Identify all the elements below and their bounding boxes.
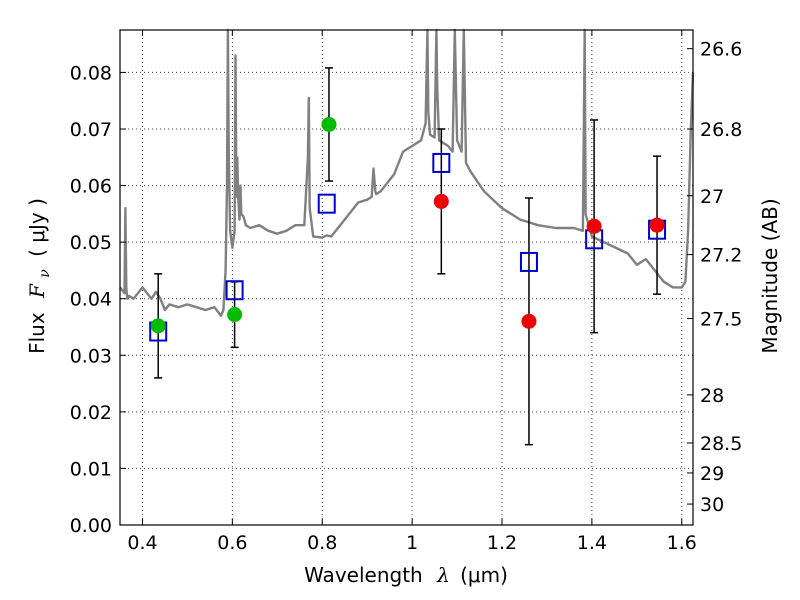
x-tick-label: 0.6	[217, 532, 247, 554]
observed-point	[649, 217, 665, 233]
model-photometry-square	[432, 152, 451, 173]
y2-tick-label: 26.6	[700, 39, 742, 61]
y2-tick-label: 28	[700, 385, 724, 407]
x-tick-label: 1	[406, 532, 418, 554]
y-tick-label: 0.08	[70, 62, 112, 84]
tick-layer: 0.4 0.6 0.8 1 1.2 1.4 1.6 0.00 0.01 0.02 0.03 0.04 0…	[70, 30, 742, 554]
y2-tick-label: 27.2	[700, 245, 742, 267]
y-axis-label-unit: ( μJy )	[25, 198, 49, 257]
y-axis-label: Flux F ν ( μJy )	[25, 198, 54, 354]
x-tick-label: 1.2	[487, 532, 517, 554]
x-tick-label: 1.4	[577, 532, 607, 554]
x-tick-label: 0.8	[307, 532, 337, 554]
y2-axis-label: Magnitude (AB)	[758, 198, 782, 353]
series-layer	[119, 28, 695, 446]
y2-tick-label: 27	[700, 186, 724, 208]
x-axis-label-unit: (μm)	[460, 563, 508, 587]
y2-tick-label: 29	[700, 463, 724, 485]
y-tick-label: 0.07	[70, 119, 112, 141]
y-axis-label-prefix: Flux	[25, 312, 49, 354]
x-tick-label: 1.6	[667, 532, 697, 554]
observed-point	[586, 218, 602, 234]
model-spectrum-line	[119, 28, 695, 317]
y-tick-label: 0.00	[70, 515, 112, 537]
observed-point	[150, 318, 166, 334]
y2-tick-label: 30	[700, 494, 724, 516]
y2-tick-label: 26.8	[700, 119, 742, 141]
plot-frame	[119, 29, 694, 526]
y-tick-label: 0.02	[70, 402, 112, 424]
y-axis-label-sub: ν	[37, 269, 53, 278]
y-tick-label: 0.05	[70, 232, 112, 254]
y-tick-label: 0.03	[70, 345, 112, 367]
model-photometry-square	[225, 280, 244, 301]
y-axis-label-symbol: F	[25, 283, 49, 299]
model-photometry-square	[317, 193, 336, 214]
observed-point	[521, 313, 537, 329]
x-axis-label-symbol: λ	[436, 563, 450, 587]
x-tick-label: 0.4	[127, 532, 157, 554]
x-axis-label-prefix: Wavelength	[304, 563, 423, 587]
y2-tick-label: 27.5	[700, 309, 742, 331]
y-tick-label: 0.06	[70, 176, 112, 198]
observed-point	[321, 116, 337, 132]
grid-layer	[120, 30, 693, 526]
observed-point	[227, 307, 243, 323]
x-axis-label: Wavelength λ (μm)	[304, 563, 508, 587]
model-photometry-square	[519, 251, 538, 272]
y-tick-label: 0.01	[70, 458, 112, 480]
observed-point	[433, 193, 449, 209]
y2-tick-label: 28.5	[700, 433, 742, 455]
y-tick-label: 0.04	[70, 289, 112, 311]
